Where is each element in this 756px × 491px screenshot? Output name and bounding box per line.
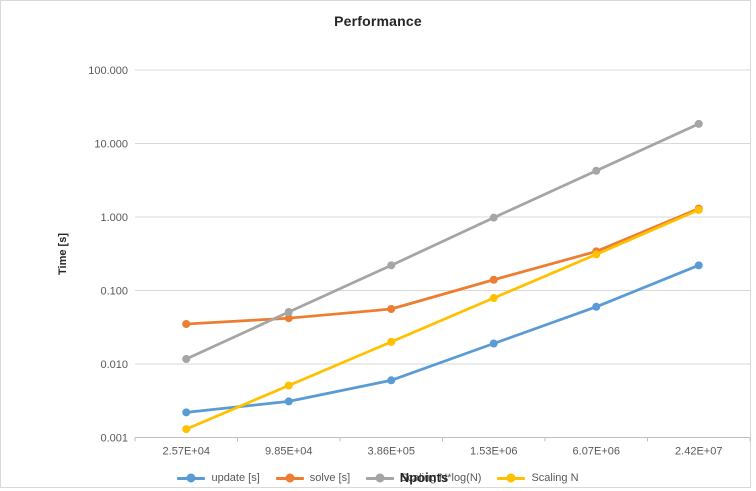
series-point-1-0[interactable] <box>182 320 191 329</box>
series-point-2-0[interactable] <box>182 354 191 363</box>
legend-item-3[interactable]: Scaling N <box>497 472 579 484</box>
series-point-2-4[interactable] <box>592 166 601 175</box>
x-axis-title: Npoints <box>399 470 449 485</box>
y-axis-tick-label: 100.000 <box>88 65 128 77</box>
legend-dot-icon <box>285 473 295 483</box>
legend-item-1[interactable]: solve [s] <box>275 472 351 484</box>
x-axis-tick-label: 2.42E+07 <box>675 446 722 458</box>
legend-dot-icon <box>375 473 385 483</box>
legend-item-2[interactable]: Scaling N*log(N) <box>366 472 481 484</box>
series-point-0-0[interactable] <box>182 408 191 417</box>
series-point-2-5[interactable] <box>694 119 703 128</box>
series-point-0-3[interactable] <box>489 339 498 348</box>
series-line-1[interactable] <box>184 207 701 326</box>
legend-label-2: Scaling N*log(N) <box>400 472 482 484</box>
y-axis-tick-label: 0.100 <box>100 286 128 298</box>
legend-dot-icon <box>506 473 516 483</box>
y-axis-title: Time [s] <box>57 233 69 275</box>
series-point-3-0[interactable] <box>182 425 191 434</box>
legend-item-0[interactable]: update [s] <box>177 472 260 484</box>
series-point-1-2[interactable] <box>387 305 396 314</box>
legend-line-marker-icon <box>177 473 206 483</box>
x-axis-tick-label: 3.86E+05 <box>368 446 415 458</box>
series-point-3-1[interactable] <box>284 381 293 390</box>
series-point-0-5[interactable] <box>694 261 703 270</box>
y-axis-tick-label: 0.010 <box>100 359 128 371</box>
series-line-3[interactable] <box>184 208 701 431</box>
series-point-3-4[interactable] <box>592 250 601 259</box>
series-point-2-3[interactable] <box>489 213 498 222</box>
y-axis-tick-label: 10.000 <box>94 139 128 151</box>
legend: update [s] solve [s] Scaling N*log(N) Scali… <box>0 469 756 487</box>
legend-label-0: update [s] <box>211 472 260 484</box>
series-line-0[interactable] <box>184 263 701 414</box>
y-axis-tick-label: 0.001 <box>100 433 128 445</box>
x-axis-tick-label: 6.07E+06 <box>573 446 620 458</box>
legend-line-marker-icon <box>366 473 395 483</box>
legend-line-marker-icon <box>275 473 304 483</box>
series-point-2-1[interactable] <box>284 307 293 316</box>
series-point-0-2[interactable] <box>387 376 396 385</box>
x-axis-tick-label: 2.57E+04 <box>163 446 210 458</box>
series-point-2-2[interactable] <box>387 261 396 270</box>
legend-label-1: solve [s] <box>309 472 351 484</box>
legend-line-marker-icon <box>497 473 526 483</box>
series-point-1-1[interactable] <box>284 314 293 323</box>
series-point-0-1[interactable] <box>284 397 293 406</box>
series-point-3-2[interactable] <box>387 337 396 346</box>
x-axis-tick-label: 9.85E+04 <box>265 446 312 458</box>
series-line-2[interactable] <box>184 122 701 361</box>
chart-title: Performance <box>334 13 422 29</box>
series-point-0-4[interactable] <box>592 302 601 311</box>
legend-label-3: Scaling N <box>531 472 579 484</box>
series-point-1-3[interactable] <box>489 275 498 284</box>
legend-dot-icon <box>186 473 196 483</box>
y-axis-tick-label: 1.000 <box>100 212 128 224</box>
series-point-3-3[interactable] <box>489 294 498 303</box>
x-axis-tick-label: 1.53E+06 <box>470 446 517 458</box>
series-point-3-5[interactable] <box>694 205 703 214</box>
